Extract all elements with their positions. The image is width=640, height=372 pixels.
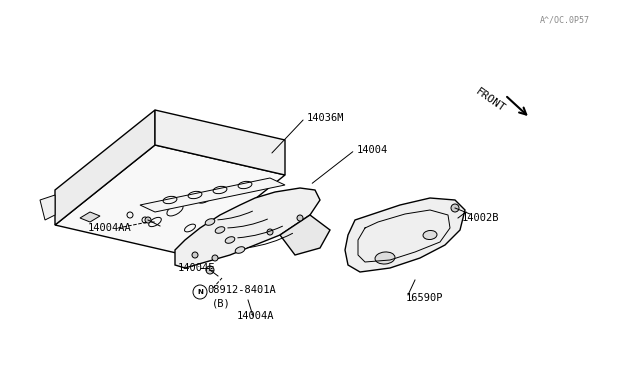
Ellipse shape	[375, 252, 395, 264]
Ellipse shape	[225, 237, 235, 243]
Ellipse shape	[205, 219, 215, 225]
Text: 14004AA: 14004AA	[88, 223, 132, 233]
Polygon shape	[280, 215, 330, 255]
Circle shape	[192, 252, 198, 258]
Circle shape	[145, 217, 151, 223]
Text: 14004E: 14004E	[178, 263, 216, 273]
Text: (B): (B)	[212, 298, 231, 308]
Circle shape	[297, 215, 303, 221]
Polygon shape	[55, 110, 155, 225]
Polygon shape	[345, 198, 465, 272]
Polygon shape	[175, 188, 320, 268]
Polygon shape	[155, 110, 285, 175]
Polygon shape	[55, 145, 285, 255]
Ellipse shape	[215, 227, 225, 233]
Text: 14004: 14004	[357, 145, 388, 155]
Text: FRONT: FRONT	[474, 86, 507, 114]
Circle shape	[267, 229, 273, 235]
Text: A^/OC.0P57: A^/OC.0P57	[540, 16, 590, 25]
Text: N: N	[197, 289, 203, 295]
Polygon shape	[80, 212, 100, 222]
Text: 14002B: 14002B	[462, 213, 499, 223]
Polygon shape	[40, 195, 55, 220]
Text: 16590P: 16590P	[406, 293, 444, 303]
Text: 08912-8401A: 08912-8401A	[207, 285, 276, 295]
Text: 14004A: 14004A	[236, 311, 274, 321]
Circle shape	[206, 266, 214, 274]
Text: 14036M: 14036M	[307, 113, 344, 123]
Polygon shape	[140, 178, 285, 212]
Circle shape	[212, 255, 218, 261]
Ellipse shape	[235, 247, 245, 253]
Ellipse shape	[423, 231, 437, 240]
Circle shape	[451, 204, 459, 212]
